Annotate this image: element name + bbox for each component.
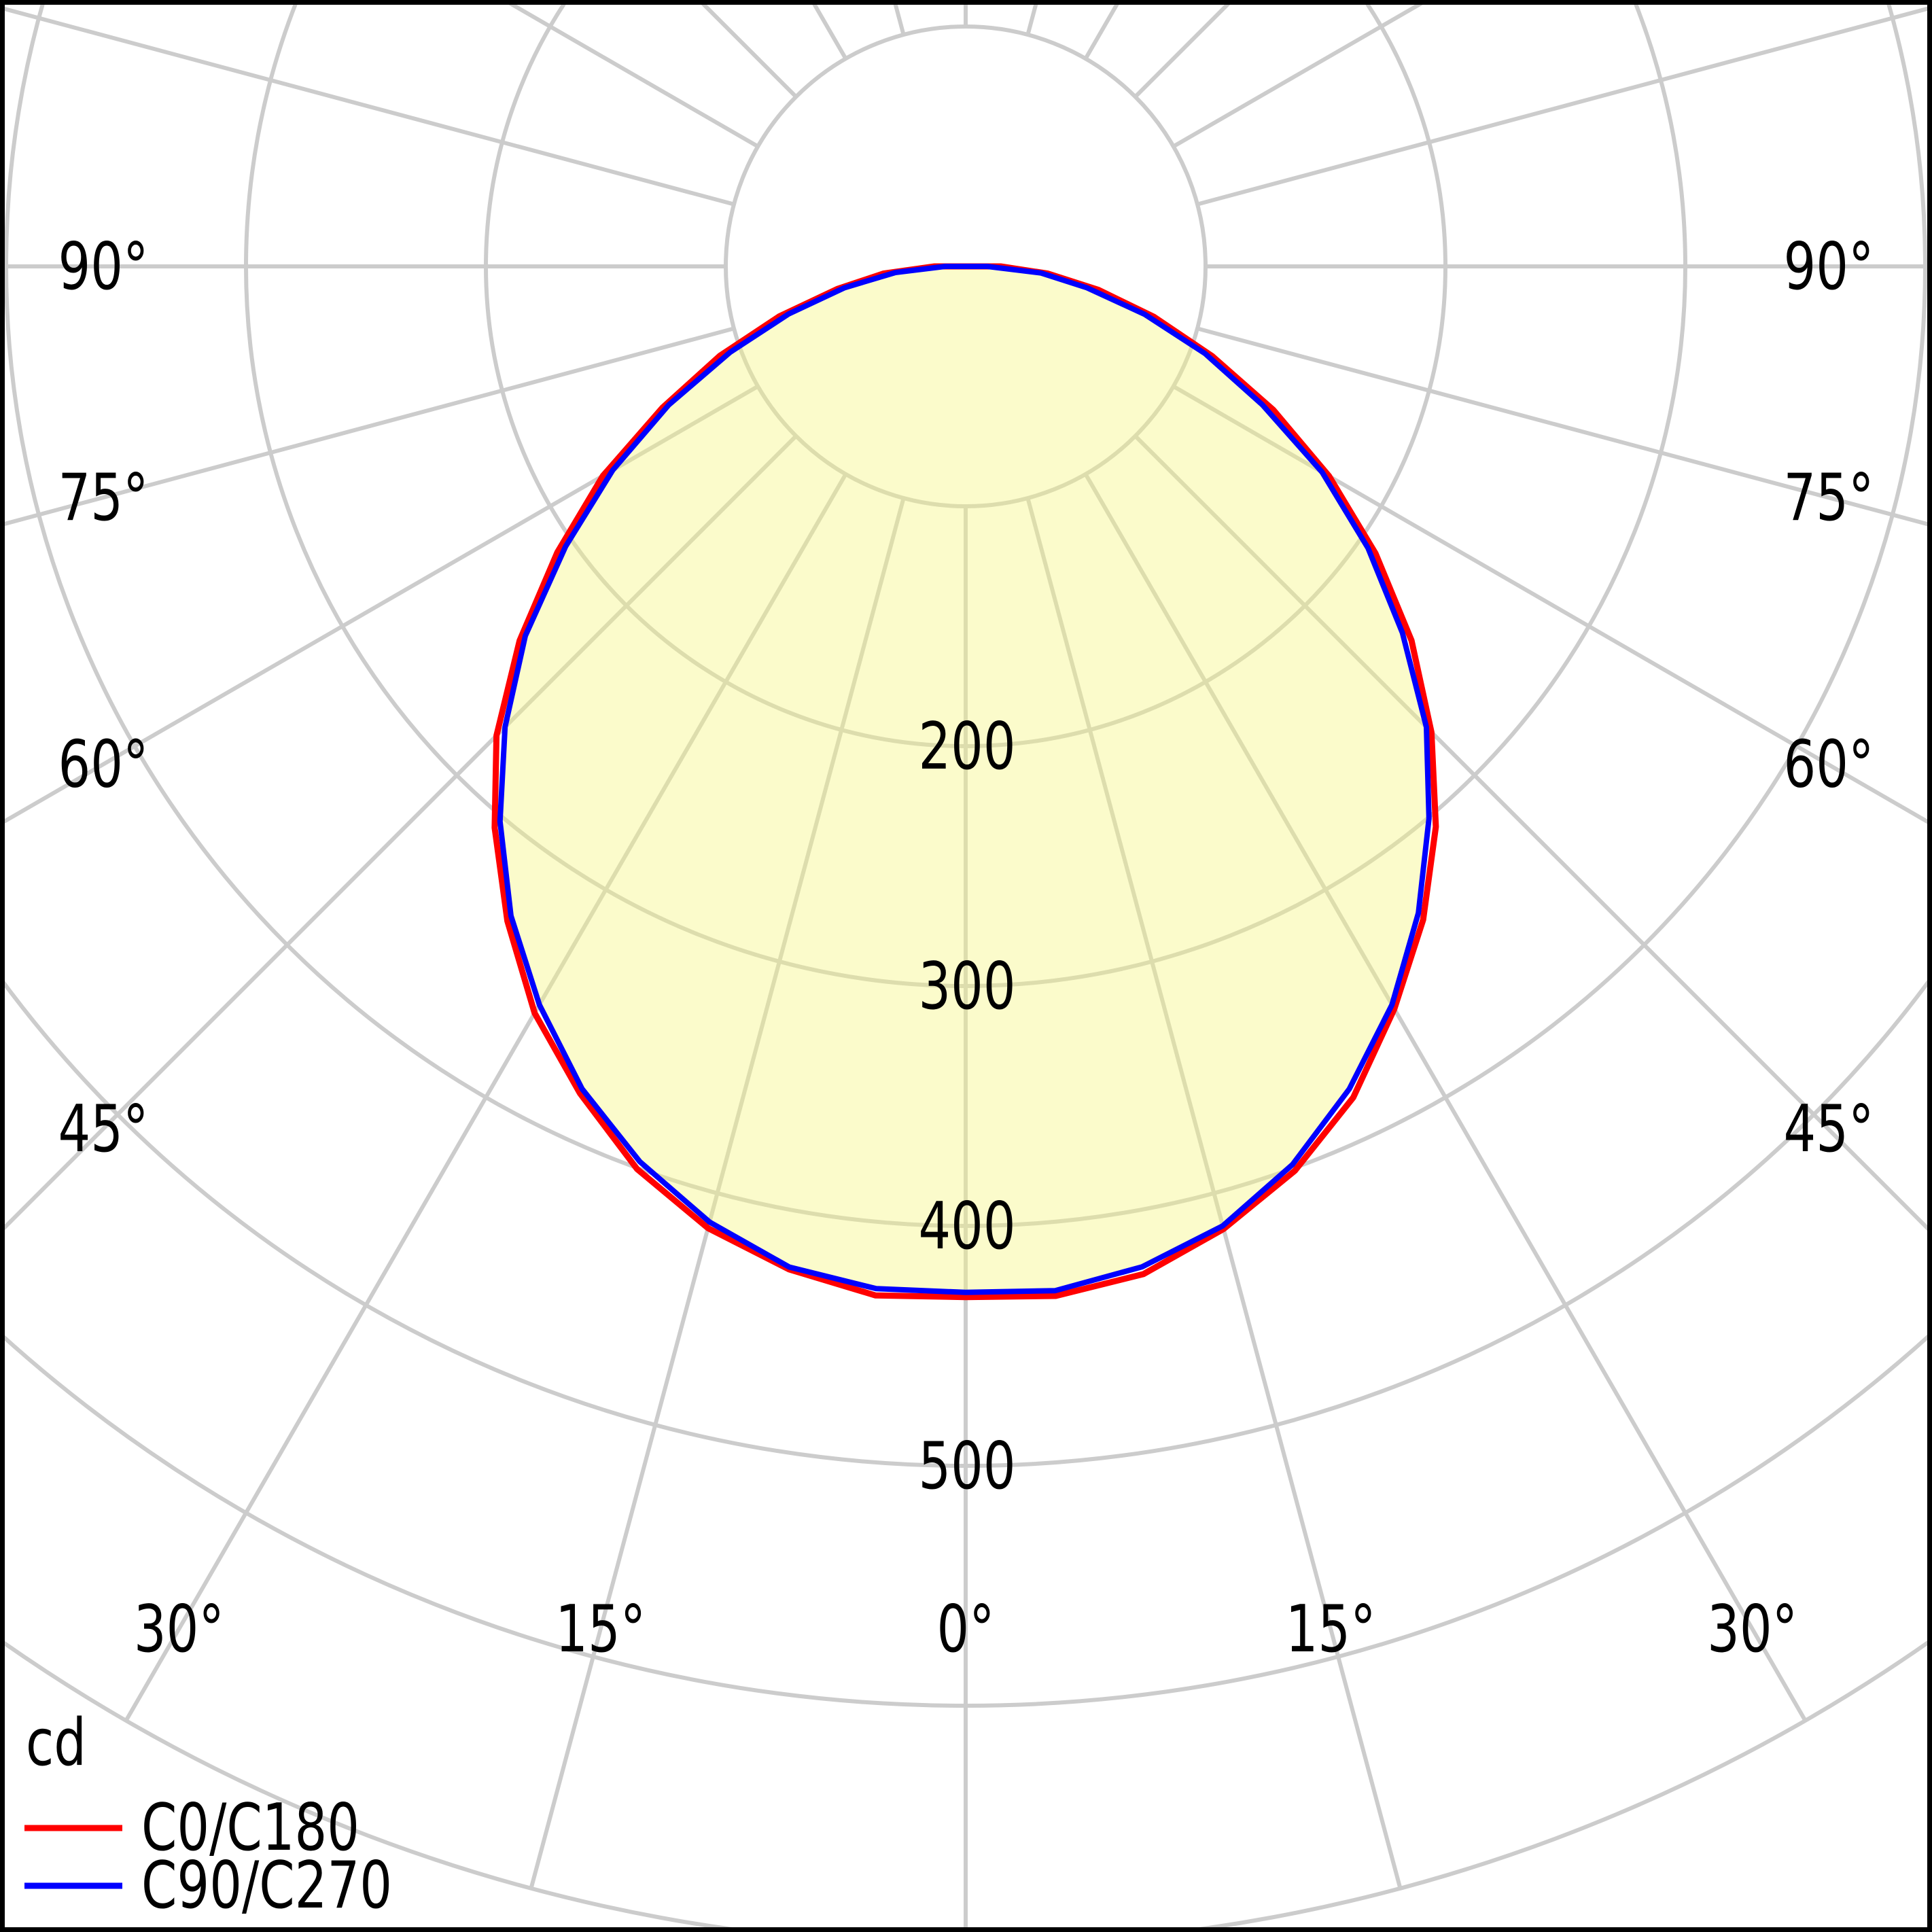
polar-spoke xyxy=(0,434,798,1235)
polar-spoke xyxy=(0,326,735,527)
polar-spoke xyxy=(1197,326,1932,528)
angle-label-right: 60° xyxy=(1784,728,1874,803)
polar-spoke xyxy=(1083,473,1808,1722)
radial-tick-label: 300 xyxy=(919,949,1016,1024)
polar-spoke xyxy=(1172,384,1932,827)
radial-tick-label: 500 xyxy=(919,1429,1016,1504)
angle-label-left: 60° xyxy=(58,728,149,803)
intensity-curve-c90 xyxy=(497,264,1432,1295)
legend-label-c0: C0/C180 xyxy=(141,1791,359,1865)
angle-label-left: 75° xyxy=(58,461,149,535)
polar-spoke xyxy=(0,5,735,207)
polar-spoke xyxy=(500,0,759,149)
polar-spoke xyxy=(1197,5,1932,207)
polar-spoke xyxy=(1134,434,1932,1236)
angle-label-left: 90° xyxy=(58,230,149,304)
beam-fill xyxy=(499,266,1429,1293)
legend: cd C0/C180 C90/C270 xyxy=(24,1706,392,1923)
legend-label-c90: C90/C270 xyxy=(141,1848,392,1923)
radial-tick-label: 400 xyxy=(919,1189,1016,1264)
axis-labels: 200 300 400 500 90° 75° 60° 45° 90° 75° 60° 45° 30° 1… xyxy=(58,230,1874,1667)
polar-spoke xyxy=(809,0,848,60)
angle-label-left: 45° xyxy=(58,1092,149,1167)
polar-spoke xyxy=(0,384,759,826)
angle-label-right: 75° xyxy=(1784,461,1874,535)
angle-label-right: 45° xyxy=(1784,1092,1874,1167)
polar-spoke xyxy=(1172,0,1431,149)
polar-spoke xyxy=(1134,0,1235,99)
intensity-curves xyxy=(491,263,1439,1301)
radial-tick-label: 200 xyxy=(919,709,1016,784)
polar-spoke xyxy=(124,473,848,1722)
polar-spoke xyxy=(1025,497,1403,1889)
angle-label-bottom: 0° xyxy=(937,1592,995,1667)
angle-label-bottom: 30° xyxy=(134,1592,224,1667)
legend-unit-label: cd xyxy=(26,1706,86,1780)
polar-spoke xyxy=(1083,0,1122,60)
intensity-curve-c0 xyxy=(491,263,1439,1301)
angle-label-bottom: 30° xyxy=(1707,1592,1797,1667)
polar-spoke xyxy=(529,497,906,1889)
angle-label-bottom: 15° xyxy=(555,1592,646,1667)
polar-spoke xyxy=(696,0,798,99)
angle-label-right: 90° xyxy=(1784,230,1874,304)
angle-label-bottom: 15° xyxy=(1286,1592,1376,1667)
